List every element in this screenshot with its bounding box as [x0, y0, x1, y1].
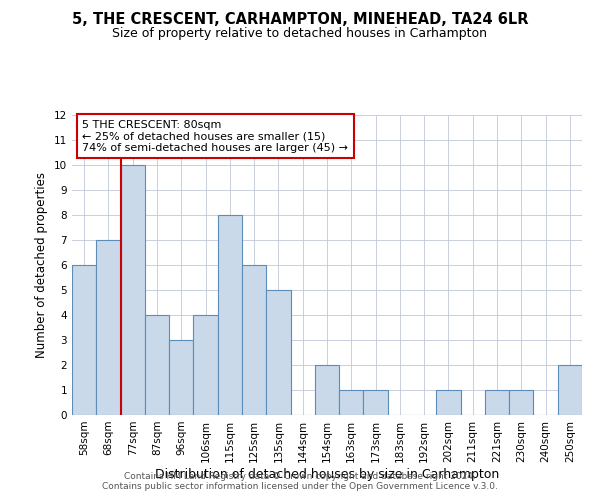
Bar: [266, 290, 290, 415]
Text: Contains HM Land Registry data © Crown copyright and database right 2024.: Contains HM Land Registry data © Crown c…: [124, 472, 476, 481]
Bar: [218, 215, 242, 415]
Text: Size of property relative to detached houses in Carhampton: Size of property relative to detached ho…: [113, 28, 487, 40]
X-axis label: Distribution of detached houses by size in Carhampton: Distribution of detached houses by size …: [155, 468, 499, 480]
Bar: [72, 265, 96, 415]
Bar: [145, 315, 169, 415]
Bar: [436, 390, 461, 415]
Bar: [315, 365, 339, 415]
Bar: [193, 315, 218, 415]
Bar: [121, 165, 145, 415]
Text: 5, THE CRESCENT, CARHAMPTON, MINEHEAD, TA24 6LR: 5, THE CRESCENT, CARHAMPTON, MINEHEAD, T…: [72, 12, 528, 28]
Bar: [339, 390, 364, 415]
Bar: [364, 390, 388, 415]
Bar: [96, 240, 121, 415]
Y-axis label: Number of detached properties: Number of detached properties: [35, 172, 49, 358]
Bar: [169, 340, 193, 415]
Bar: [485, 390, 509, 415]
Bar: [509, 390, 533, 415]
Bar: [558, 365, 582, 415]
Bar: [242, 265, 266, 415]
Text: 5 THE CRESCENT: 80sqm
← 25% of detached houses are smaller (15)
74% of semi-deta: 5 THE CRESCENT: 80sqm ← 25% of detached …: [82, 120, 348, 152]
Text: Contains public sector information licensed under the Open Government Licence v.: Contains public sector information licen…: [102, 482, 498, 491]
